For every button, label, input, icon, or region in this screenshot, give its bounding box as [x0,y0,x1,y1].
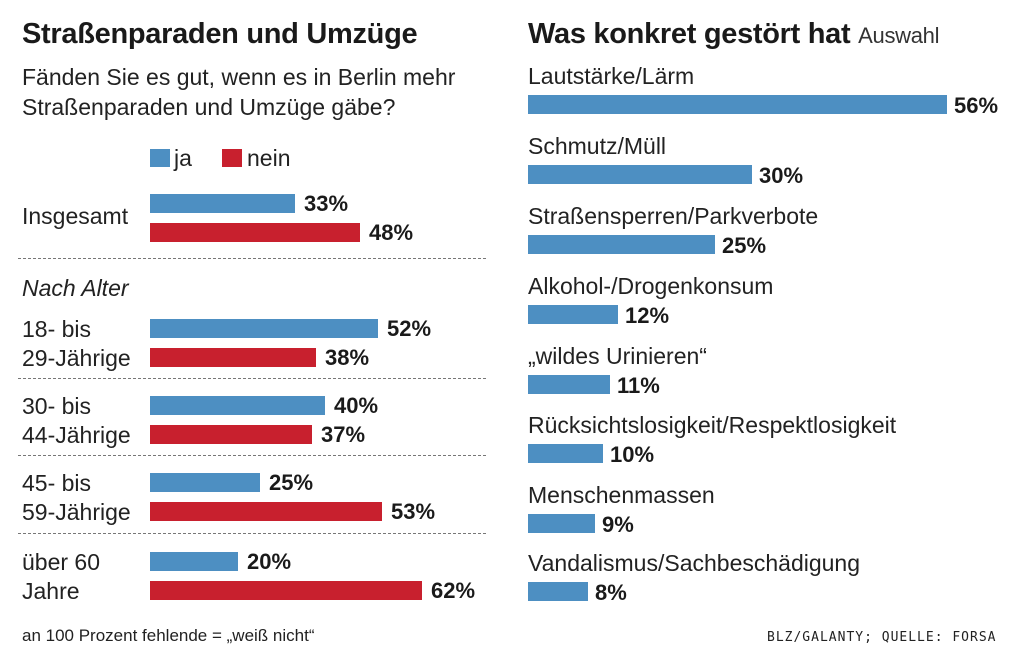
bar-ja [150,194,295,213]
value-label: 12% [625,303,670,328]
category-label: 30- bis [22,393,92,419]
value-label-ja: 20% [247,549,292,574]
bar-ja [150,552,238,571]
right-chart-title: Was konkret gestört hat Auswahl [528,18,940,51]
legend-nein-label: nein [247,145,291,171]
legend-ja-label: ja [174,145,192,171]
value-label: 10% [610,442,655,467]
separator [18,455,486,456]
separator [18,258,486,259]
category-label: über 60 [22,549,101,575]
bar-nein [150,425,312,444]
category-label: „wildes Urinieren“ [528,343,707,369]
category-label: 29-Jährige [22,345,131,371]
bar [528,95,947,114]
value-label: 11% [617,373,660,398]
left-chart-title: Straßenparaden und Umzüge [22,18,418,50]
category-label: 59-Jährige [22,499,131,525]
category-label: Alkohol-/Drogenkonsum [528,273,774,299]
value-label-nein: 62% [431,578,476,603]
category-label: Menschenmassen [528,482,715,508]
category-label: Vandalismus/Sachbeschädigung [528,550,861,576]
bar-nein [150,223,360,242]
value-label: 56% [954,93,999,118]
right-chart-title-text: Was konkret gestört hat [528,18,851,50]
value-label: 30% [759,163,804,188]
footnote: an 100 Prozent fehlende = „weiß nicht“ [22,626,315,645]
bar [528,375,610,394]
bar-ja [150,396,325,415]
value-label-nein: 48% [369,220,414,245]
value-label-ja: 52% [387,316,432,341]
value-label: 9% [602,512,634,537]
value-label-nein: 53% [391,499,436,524]
group-heading: Nach Alter [22,275,129,301]
separator [18,378,486,379]
value-label: 8% [595,580,627,605]
category-label: 44-Jährige [22,422,131,448]
value-label-nein: 37% [321,422,366,447]
value-label-nein: 38% [325,345,370,370]
bar-nein [150,581,422,600]
value-label-ja: 33% [304,191,349,216]
bar-nein [150,502,382,521]
bar-nein [150,348,316,367]
value-label-ja: 40% [334,393,379,418]
legend-nein-swatch [222,149,242,167]
bar [528,582,588,601]
bar [528,305,618,324]
left-chart-subtitle-line2: Straßenparaden und Umzüge gäbe? [22,94,396,120]
bar-ja [150,473,260,492]
bar [528,514,595,533]
separator [18,533,486,534]
bar-ja [150,319,378,338]
category-label: Schmutz/Müll [528,133,667,159]
right-chart-title-suffix: Auswahl [858,23,940,48]
category-label: Insgesamt [22,203,129,229]
category-label: 45- bis [22,470,92,496]
category-label: Rücksichtslosigkeit/Respektlosigkeit [528,412,897,438]
category-label: Lautstärke/Lärm [528,63,695,89]
left-chart-subtitle-line1: Fänden Sie es gut, wenn es in Berlin meh… [22,64,456,90]
value-label: 25% [722,233,767,258]
category-label: Jahre [22,578,80,604]
bar [528,165,752,184]
legend-ja-swatch [150,149,170,167]
bar [528,235,715,254]
category-label: Straßensperren/Parkverbote [528,203,819,229]
value-label-ja: 25% [269,470,314,495]
category-label: 18- bis [22,316,92,342]
source-credit: BLZ/GALANTY; QUELLE: FORSA [767,630,997,645]
bar [528,444,603,463]
